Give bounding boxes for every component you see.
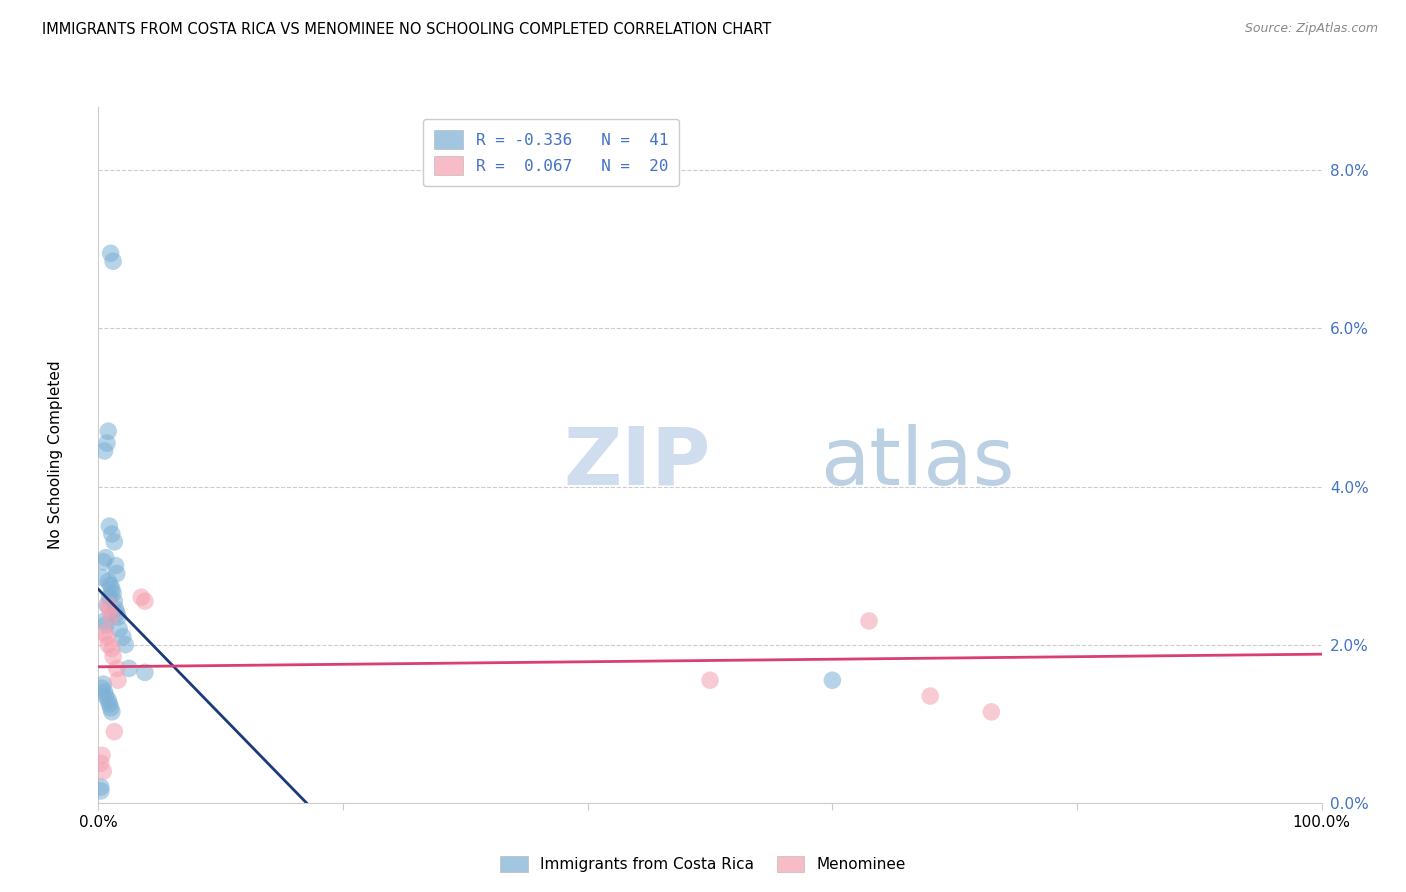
Point xyxy=(103,535,125,549)
Point xyxy=(98,591,121,605)
Point xyxy=(858,614,880,628)
Point xyxy=(104,558,127,573)
Text: Source: ZipAtlas.com: Source: ZipAtlas.com xyxy=(1244,22,1378,36)
Point xyxy=(108,622,131,636)
Point xyxy=(100,610,122,624)
Legend: Immigrants from Costa Rica, Menominee: Immigrants from Costa Rica, Menominee xyxy=(492,848,914,880)
Point xyxy=(98,697,121,711)
Text: No Schooling Completed: No Schooling Completed xyxy=(48,360,63,549)
Text: ZIP: ZIP xyxy=(564,424,710,502)
Point xyxy=(94,550,117,565)
Point xyxy=(100,246,122,260)
Point xyxy=(101,705,124,719)
Point xyxy=(103,724,125,739)
Point xyxy=(97,574,120,589)
Point xyxy=(101,649,124,664)
Point xyxy=(91,748,114,763)
Point xyxy=(90,784,112,798)
Point xyxy=(93,614,115,628)
Point xyxy=(920,689,942,703)
Point xyxy=(100,578,122,592)
Point xyxy=(94,689,117,703)
Point xyxy=(101,582,124,597)
Point xyxy=(100,701,122,715)
Point xyxy=(104,602,127,616)
Point xyxy=(97,598,120,612)
Point xyxy=(107,610,129,624)
Point xyxy=(94,618,117,632)
Text: IMMIGRANTS FROM COSTA RICA VS MENOMINEE NO SCHOOLING COMPLETED CORRELATION CHART: IMMIGRANTS FROM COSTA RICA VS MENOMINEE … xyxy=(42,22,772,37)
Point xyxy=(97,693,120,707)
Point xyxy=(97,424,120,438)
Legend: R = -0.336   N =  41, R =  0.067   N =  20: R = -0.336 N = 41, R = 0.067 N = 20 xyxy=(423,119,679,186)
Point xyxy=(90,780,112,794)
Point xyxy=(105,661,128,675)
Point xyxy=(96,436,118,450)
Point xyxy=(97,638,120,652)
Point xyxy=(105,566,128,581)
Point xyxy=(93,444,115,458)
Point xyxy=(90,756,112,771)
Point xyxy=(98,602,121,616)
Point xyxy=(101,586,124,600)
Point xyxy=(129,591,152,605)
Point xyxy=(91,555,114,569)
Point xyxy=(91,681,114,695)
Point xyxy=(980,705,1002,719)
Point xyxy=(103,594,125,608)
Point xyxy=(114,638,136,652)
Point xyxy=(96,630,118,644)
Point xyxy=(91,677,114,691)
Point xyxy=(107,673,129,688)
Point xyxy=(101,254,124,268)
Point xyxy=(91,764,114,779)
Point xyxy=(111,630,134,644)
Point xyxy=(93,685,115,699)
Point xyxy=(101,527,124,541)
Point xyxy=(105,606,128,620)
Point xyxy=(93,625,115,640)
Point xyxy=(821,673,844,688)
Point xyxy=(699,673,721,688)
Point xyxy=(134,594,156,608)
Point xyxy=(118,661,141,675)
Point xyxy=(96,598,118,612)
Point xyxy=(134,665,156,680)
Text: atlas: atlas xyxy=(820,424,1015,502)
Point xyxy=(98,519,121,533)
Point xyxy=(91,570,114,584)
Point xyxy=(101,641,124,656)
